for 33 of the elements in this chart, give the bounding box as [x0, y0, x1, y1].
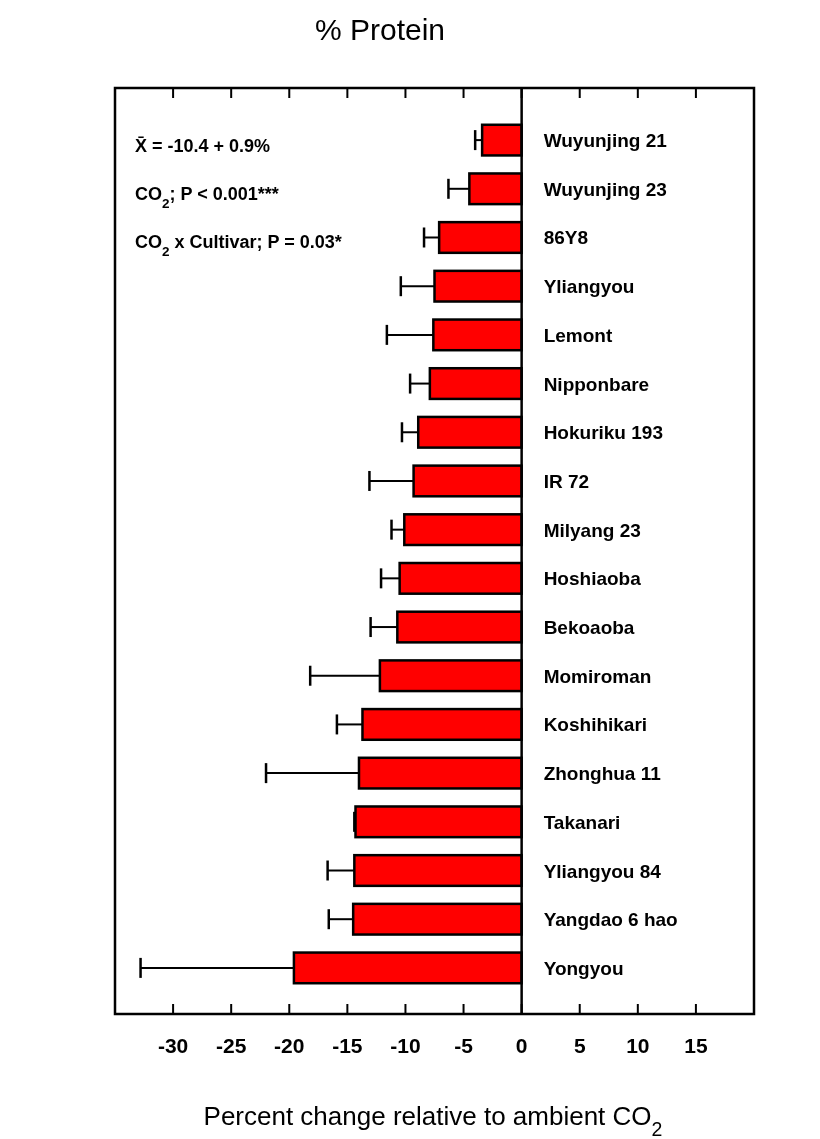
y-tick-label: Hokuriku 193 — [543, 422, 663, 444]
x-axis-title: Percent change relative to ambient CO$_{2}$ — [203, 1101, 663, 1139]
x-tick-label: -10 — [390, 1034, 421, 1057]
x-tick-label: 0 — [515, 1034, 528, 1057]
y-tick-label: 86Y8 — [543, 227, 589, 249]
y-tick-label: IR 72 — [543, 470, 590, 492]
chart-title: % Protein — [314, 13, 446, 46]
x-tick-label: -20 — [274, 1034, 305, 1057]
x-tick-label: -25 — [216, 1034, 247, 1057]
y-tick-label: Wuyunjing 23 — [543, 178, 667, 200]
y-tick-label: Koshihikari — [543, 714, 648, 736]
y-tick-label: Momiroman — [543, 665, 652, 687]
annotation: CO$_{2}$; P < 0.001*** — [135, 184, 279, 211]
annotation: X̄ = -10.4 + 0.9% — [135, 135, 271, 156]
y-tick-label: Lemont — [543, 324, 613, 346]
y-tick-label: Hoshiaoba — [543, 568, 642, 590]
x-tick-label: 10 — [626, 1034, 650, 1057]
y-tick-label: Yangdao 6 hao — [543, 909, 678, 931]
annotation: CO$_{2}$ x Cultivar; P = 0.03* — [135, 232, 342, 259]
y-tick-label: Yongyou — [543, 957, 624, 979]
x-tick-label: 5 — [573, 1034, 586, 1057]
y-tick-label: Takanari — [543, 811, 621, 833]
x-tick-label: 15 — [684, 1034, 708, 1057]
x-tick-label: -15 — [332, 1034, 363, 1057]
x-tick-label: -5 — [454, 1034, 474, 1057]
y-tick-label: Zhonghua 11 — [543, 763, 662, 785]
x-tick-label: -30 — [157, 1034, 189, 1057]
y-tick-label: Yliangyou 84 — [543, 860, 662, 882]
y-tick-label: Milyang 23 — [543, 519, 641, 541]
y-tick-label: Bekoaoba — [543, 617, 635, 639]
y-tick-label: Nipponbare — [543, 373, 650, 395]
y-tick-label: Yliangyou — [543, 276, 635, 298]
y-tick-label: Wuyunjing 21 — [543, 130, 668, 152]
